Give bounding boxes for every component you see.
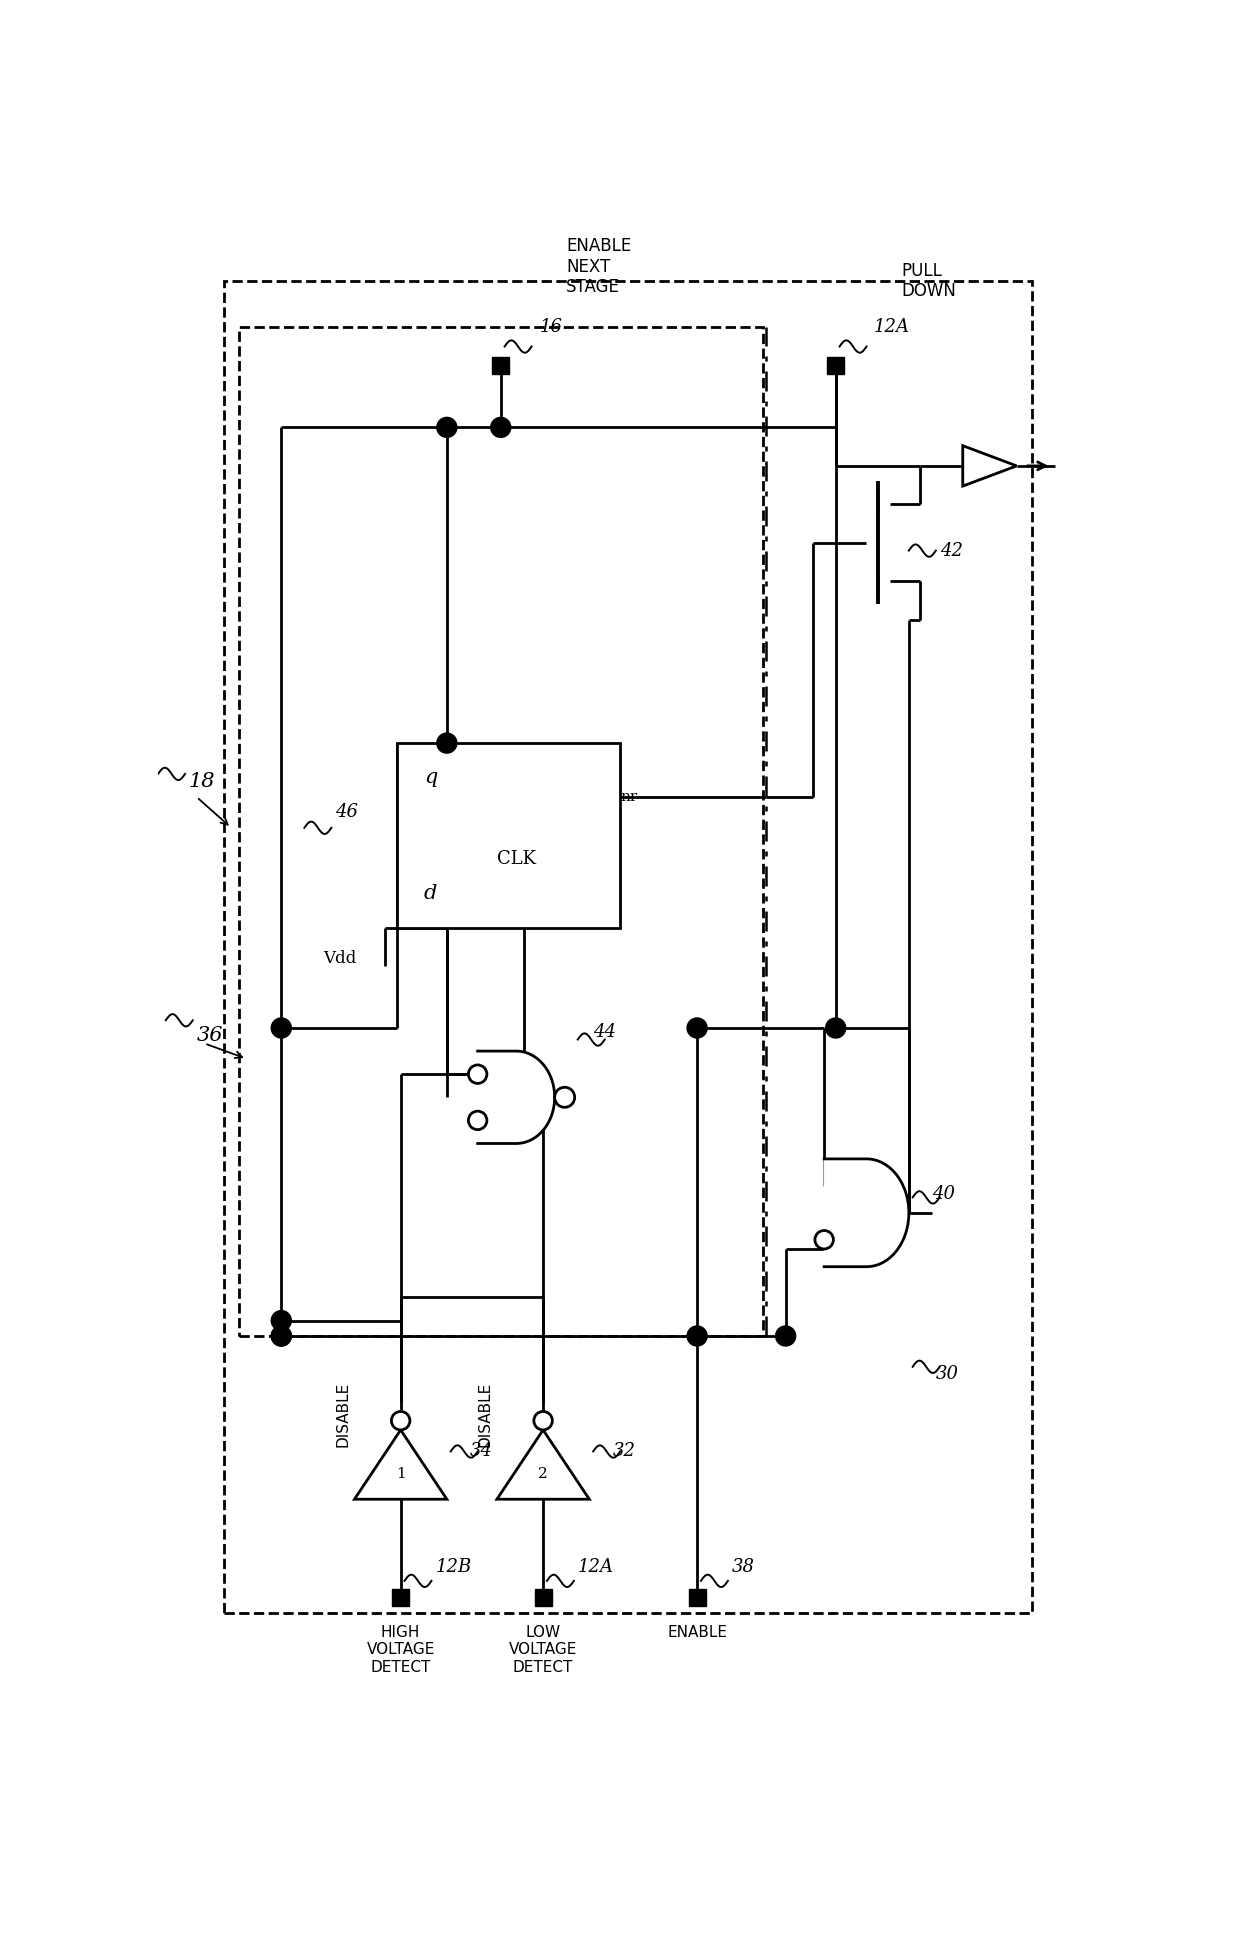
Text: 2: 2	[538, 1467, 548, 1481]
Text: 12A: 12A	[874, 318, 910, 336]
Text: 42: 42	[940, 542, 962, 560]
Text: 38: 38	[732, 1559, 755, 1576]
Text: 44: 44	[593, 1022, 616, 1040]
Bar	[688, 1590, 706, 1606]
Circle shape	[272, 1311, 291, 1331]
Polygon shape	[477, 1052, 554, 1143]
Text: 16: 16	[539, 318, 562, 336]
Circle shape	[826, 1018, 846, 1038]
Circle shape	[272, 1327, 291, 1346]
Polygon shape	[962, 445, 1017, 486]
Circle shape	[776, 1327, 796, 1346]
Text: 46: 46	[335, 804, 358, 821]
Bar	[827, 357, 844, 375]
Text: 18: 18	[188, 773, 216, 790]
Bar	[534, 1590, 552, 1606]
Text: DISABLE: DISABLE	[477, 1381, 492, 1448]
Text: 1: 1	[396, 1467, 405, 1481]
Text: 32: 32	[613, 1442, 635, 1461]
Text: ENABLE: ENABLE	[667, 1625, 727, 1639]
Text: 12B: 12B	[435, 1559, 471, 1576]
Circle shape	[272, 1018, 291, 1038]
Circle shape	[491, 418, 511, 437]
Bar	[223, 281, 1032, 1613]
Circle shape	[534, 1411, 552, 1430]
Circle shape	[815, 1231, 833, 1249]
Polygon shape	[825, 1159, 909, 1266]
Polygon shape	[355, 1430, 446, 1498]
Text: CLK: CLK	[497, 849, 536, 868]
Text: HIGH
VOLTAGE
DETECT: HIGH VOLTAGE DETECT	[367, 1625, 435, 1674]
Bar	[492, 357, 510, 375]
Bar	[392, 1590, 409, 1606]
Circle shape	[436, 418, 456, 437]
Text: PULL
DOWN: PULL DOWN	[901, 261, 956, 300]
Text: 36: 36	[197, 1026, 223, 1046]
Text: LOW
VOLTAGE
DETECT: LOW VOLTAGE DETECT	[508, 1625, 578, 1674]
Text: ENABLE
NEXT
STAGE: ENABLE NEXT STAGE	[567, 236, 631, 297]
Text: Vdd: Vdd	[324, 950, 357, 968]
Text: 30: 30	[936, 1366, 959, 1383]
Text: 12A: 12A	[578, 1559, 614, 1576]
Bar	[239, 328, 763, 1336]
Text: 34: 34	[470, 1442, 494, 1461]
Circle shape	[469, 1112, 487, 1130]
Text: d: d	[424, 884, 438, 903]
Circle shape	[687, 1327, 707, 1346]
Text: nr: nr	[620, 790, 637, 804]
Circle shape	[392, 1411, 410, 1430]
Text: q: q	[424, 769, 438, 788]
Circle shape	[469, 1065, 487, 1083]
Text: 40: 40	[932, 1184, 955, 1202]
Circle shape	[436, 734, 456, 753]
Polygon shape	[497, 1430, 589, 1498]
Text: DISABLE: DISABLE	[335, 1381, 351, 1448]
Circle shape	[554, 1087, 574, 1108]
Circle shape	[687, 1018, 707, 1038]
Circle shape	[272, 1327, 291, 1346]
Bar	[397, 743, 620, 929]
